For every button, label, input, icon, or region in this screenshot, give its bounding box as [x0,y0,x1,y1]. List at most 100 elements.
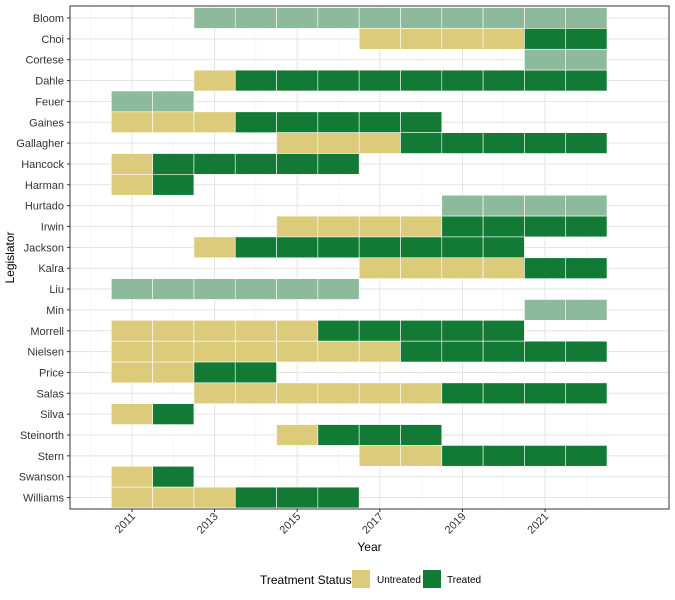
cell-salas-2019-treated [441,382,484,405]
cell-gaines-2018-treated [400,111,443,133]
cell-williams-2014-treated [234,486,277,509]
cell-kalra-2020-untreated [482,257,525,279]
cell-jackson-2019-treated [441,236,484,259]
cell-irwin-2020-treated [482,215,525,238]
cell-choi-2018-untreated [400,28,443,50]
cell-gaines-2011-untreated [111,111,153,133]
y-axis-ticks: Bloom Choi Cortese Dahle Feuer Gaines Gallaghe… [16,13,70,505]
cell-bloom-2018-faded [400,7,443,29]
cell-hancock-2011-untreated [111,153,153,175]
cell-nielsen-2020-treated [482,340,525,363]
cell-hancock-2013-treated [193,153,236,175]
cell-stern-2018-untreated [400,445,443,467]
cell-irwin-2018-untreated [400,215,443,238]
cell-salas-2013-untreated [193,382,236,405]
cell-nielsen-2022-treated [565,340,608,363]
cell-gallagher-2019-treated [441,132,484,154]
cell-jackson-2014-treated [234,236,277,259]
cell-gaines-2015-treated [276,111,319,133]
cell-kalra-2021-treated [524,257,567,279]
cell-nielsen-2019-treated [441,340,484,363]
x-tick-label-2011: 2011 [113,511,138,536]
cell-salas-2022-treated [565,382,608,405]
cell-stern-2019-treated [441,445,484,467]
y-tick-label-kalra: Kalra [38,263,65,275]
cell-liu-2016-faded [317,278,360,300]
cell-williams-2015-treated [276,486,319,509]
cell-harman-2011-untreated [111,174,153,196]
cell-jackson-2018-treated [400,236,443,259]
cell-hurtado-2019-faded [441,194,484,217]
y-tick-label-price: Price [39,367,64,379]
y-tick-label-nielsen: Nielsen [27,347,64,359]
y-tick-label-swanson: Swanson [19,472,64,484]
cell-price-2013-treated [193,361,236,384]
cell-cortese-2021-faded [524,48,567,71]
y-tick-label-gallagher: Gallagher [16,138,64,150]
cell-jackson-2016-treated [317,236,360,259]
cell-dahle-2020-treated [482,69,525,92]
cell-gallagher-2017-untreated [358,132,401,154]
cell-salas-2014-untreated [234,382,277,405]
x-tick-label-2017: 2017 [360,511,386,537]
y-tick-label-liu: Liu [49,284,64,296]
y-tick-label-stern: Stern [38,451,64,463]
y-tick-label-jackson: Jackson [24,242,64,254]
cell-jackson-2017-treated [358,236,401,259]
y-tick-label-steinorth: Steinorth [20,430,64,442]
cell-bloom-2016-faded [317,7,360,29]
cell-nielsen-2017-untreated [358,340,401,363]
cell-dahle-2013-untreated [193,69,236,92]
cell-jackson-2020-treated [482,236,525,259]
cell-irwin-2017-untreated [358,215,401,238]
y-tick-label-morrell: Morrell [30,326,64,338]
cell-choi-2017-untreated [358,28,401,50]
cell-nielsen-2018-treated [400,340,443,363]
cell-choi-2020-untreated [482,28,525,50]
cell-steinorth-2016-treated [317,424,360,446]
cell-nielsen-2016-untreated [317,340,360,363]
legend-title: Treatment Status [260,573,352,587]
cell-salas-2020-treated [482,382,525,405]
cell-gallagher-2021-treated [524,132,567,154]
y-tick-label-salas: Salas [36,388,64,400]
y-tick-label-choi: Choi [41,34,64,46]
cell-irwin-2022-treated [565,215,608,238]
cell-jackson-2013-untreated [193,236,236,259]
cell-salas-2016-untreated [317,382,360,405]
cell-hurtado-2022-faded [565,194,608,217]
cell-williams-2013-untreated [193,486,236,509]
cell-bloom-2022-faded [565,7,608,29]
cell-choi-2022-treated [565,28,608,50]
cell-jackson-2015-treated [276,236,319,259]
cell-liu-2015-faded [276,278,319,300]
cell-morrell-2015-untreated [276,320,319,342]
cell-hancock-2014-treated [234,153,277,175]
cell-nielsen-2021-treated [524,340,567,363]
cell-stern-2020-treated [482,445,525,467]
y-tick-label-min: Min [46,305,64,317]
cell-salas-2017-untreated [358,382,401,405]
cell-dahle-2017-treated [358,69,401,92]
cell-bloom-2015-faded [276,7,319,29]
x-tick-label-2015: 2015 [278,511,304,537]
y-tick-label-cortese: Cortese [25,55,64,67]
cell-liu-2011-faded [111,278,153,300]
x-axis-title: Year [357,540,381,554]
y-tick-label-hurtado: Hurtado [25,201,64,213]
y-tick-label-silva: Silva [40,409,65,421]
y-tick-label-williams: Williams [23,493,64,505]
y-tick-label-irwin: Irwin [41,222,64,234]
cell-morrell-2016-treated [317,320,360,342]
cell-nielsen-2015-untreated [276,340,319,363]
cell-hancock-2016-treated [317,153,360,175]
x-tick-label-2013: 2013 [195,511,221,537]
cell-price-2014-treated [234,361,277,384]
legend-swatch-untreated [352,570,370,588]
cell-hancock-2015-treated [276,153,319,175]
cell-kalra-2022-treated [565,257,608,279]
cell-williams-2016-treated [317,486,360,509]
y-tick-label-hancock: Hancock [21,159,64,171]
cell-silva-2012-treated [152,403,195,425]
cell-price-2012-untreated [152,361,195,384]
